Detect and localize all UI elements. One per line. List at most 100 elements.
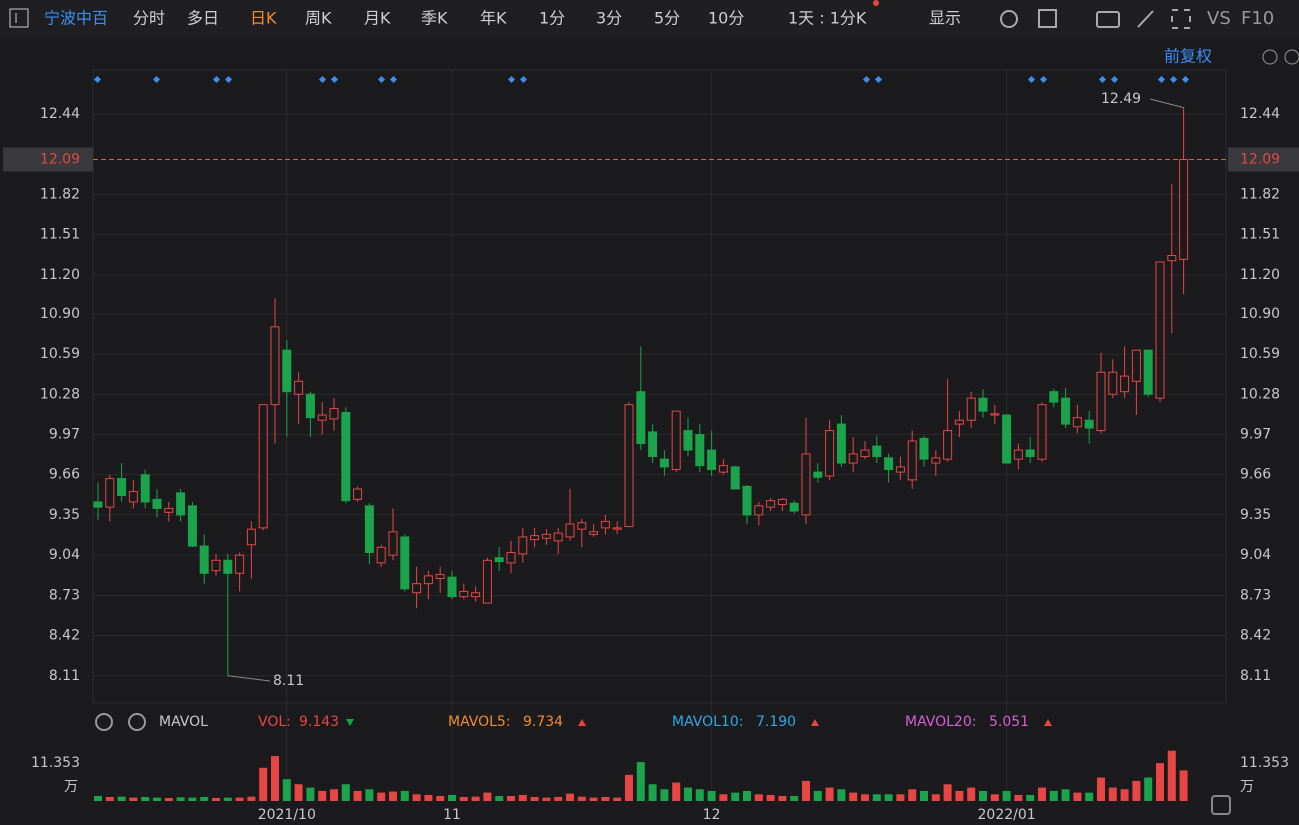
logo-mark xyxy=(1211,795,1231,815)
candle-body xyxy=(329,408,339,420)
volume-bar xyxy=(766,794,775,801)
candle-body xyxy=(1096,371,1106,432)
tab[interactable]: 分时 xyxy=(133,9,165,28)
volume-bar xyxy=(601,796,610,801)
tab[interactable]: 5分 xyxy=(654,9,680,28)
candle-body xyxy=(152,498,162,509)
indicator-label: MAVOL5: xyxy=(448,714,511,730)
volume-bar xyxy=(1144,777,1153,801)
tab[interactable]: 日K xyxy=(250,9,277,28)
volume-bar xyxy=(849,792,858,801)
candle-body xyxy=(1155,261,1165,399)
candle-body xyxy=(836,423,846,464)
event[interactable] xyxy=(93,75,102,84)
event[interactable] xyxy=(224,75,233,84)
shape-icon[interactable] xyxy=(1038,9,1057,28)
tab[interactable]: 年K xyxy=(480,9,507,28)
x-tick-label: 2022/01 xyxy=(978,807,1036,823)
volume-bar xyxy=(625,774,633,801)
volume-bar xyxy=(235,797,244,801)
candle-body xyxy=(600,520,610,529)
volume-bar xyxy=(1179,770,1188,801)
tab[interactable]: 季K xyxy=(421,9,448,28)
volume-bar xyxy=(1108,787,1117,801)
indicator-close[interactable] xyxy=(128,713,146,731)
volume-bar xyxy=(341,784,350,801)
zoom-in[interactable] xyxy=(1284,49,1299,65)
up-arrow xyxy=(1044,719,1052,726)
indicator-settings[interactable] xyxy=(95,713,113,731)
plot-frame xyxy=(92,69,1227,704)
period[interactable]: 1天 : 1分K xyxy=(788,9,867,28)
y-tick-label-right: 9.35 xyxy=(1240,507,1271,523)
candle-body xyxy=(282,349,292,393)
candle-body xyxy=(777,498,787,506)
camera-icon[interactable] xyxy=(1096,11,1120,28)
volume-bar xyxy=(306,787,315,801)
fullscreen-icon[interactable] xyxy=(1171,9,1191,29)
pen-icon[interactable] xyxy=(1137,10,1154,28)
volume-bar xyxy=(719,794,728,801)
candle-body xyxy=(1072,417,1082,428)
event[interactable] xyxy=(318,75,327,84)
volume-bar xyxy=(1097,777,1105,801)
event[interactable] xyxy=(862,75,871,84)
candle-body xyxy=(589,531,599,535)
zoom-out[interactable] xyxy=(1262,49,1278,65)
f10[interactable]: F10 xyxy=(1241,8,1274,29)
volume-bar xyxy=(1120,789,1129,801)
tab[interactable]: 月K xyxy=(364,9,391,28)
event[interactable] xyxy=(212,75,221,84)
dot xyxy=(873,0,879,6)
y-tick-label-right: 11.51 xyxy=(1240,227,1280,243)
y-tick-label: 9.66 xyxy=(49,467,80,483)
menu-icon[interactable] xyxy=(9,8,29,28)
x-tick-label: 11 xyxy=(443,807,461,823)
volume-bar xyxy=(94,795,102,801)
event[interactable] xyxy=(507,75,516,84)
y-tick-label: 10.59 xyxy=(40,346,80,362)
volume-bar xyxy=(566,793,574,801)
last-price-box-right xyxy=(1228,147,1299,172)
logo xyxy=(1211,795,1231,815)
volume-bar xyxy=(695,789,704,801)
stock-name[interactable]: 宁波中百 xyxy=(44,9,108,28)
tab[interactable]: 多日 xyxy=(187,9,219,28)
volume-bar xyxy=(117,796,126,801)
settings-icon[interactable] xyxy=(1000,10,1018,28)
event[interactable] xyxy=(389,75,398,84)
tab[interactable]: 3分 xyxy=(596,9,622,28)
x-tick-label: 2021/10 xyxy=(258,807,316,823)
candle-body xyxy=(1084,419,1094,429)
candle-body xyxy=(1049,391,1059,403)
adjust[interactable]: 前复权 xyxy=(1164,47,1212,66)
y-tick-label: 12.44 xyxy=(40,106,80,122)
candle-body xyxy=(447,576,457,598)
display[interactable]: 显示 xyxy=(929,9,961,28)
vs[interactable]: VS xyxy=(1207,8,1231,29)
event[interactable] xyxy=(152,75,161,84)
tab[interactable]: 1分 xyxy=(539,9,565,28)
event[interactable] xyxy=(519,75,528,84)
max-leader xyxy=(1149,98,1184,109)
candle-body xyxy=(341,411,351,502)
event[interactable] xyxy=(330,75,339,84)
event[interactable] xyxy=(874,75,883,84)
volume-bar xyxy=(955,790,964,801)
tab[interactable]: 10分 xyxy=(708,9,744,28)
candle-body xyxy=(305,393,315,419)
candle-body xyxy=(1061,397,1071,425)
candle-body xyxy=(1167,254,1177,262)
candle-body xyxy=(1013,449,1023,460)
candle-body xyxy=(128,491,138,503)
indicator-label: MAVOL10: xyxy=(672,714,743,730)
up-arrow xyxy=(578,719,586,726)
volume-bar xyxy=(271,756,279,801)
tab[interactable]: 周K xyxy=(305,9,332,28)
candle-body xyxy=(1108,371,1118,395)
candle-body xyxy=(1120,375,1130,393)
candle-body xyxy=(1025,449,1035,458)
volume-bar xyxy=(1002,790,1011,801)
indicator-name[interactable]: MAVOL xyxy=(159,714,208,730)
event[interactable] xyxy=(377,75,386,84)
